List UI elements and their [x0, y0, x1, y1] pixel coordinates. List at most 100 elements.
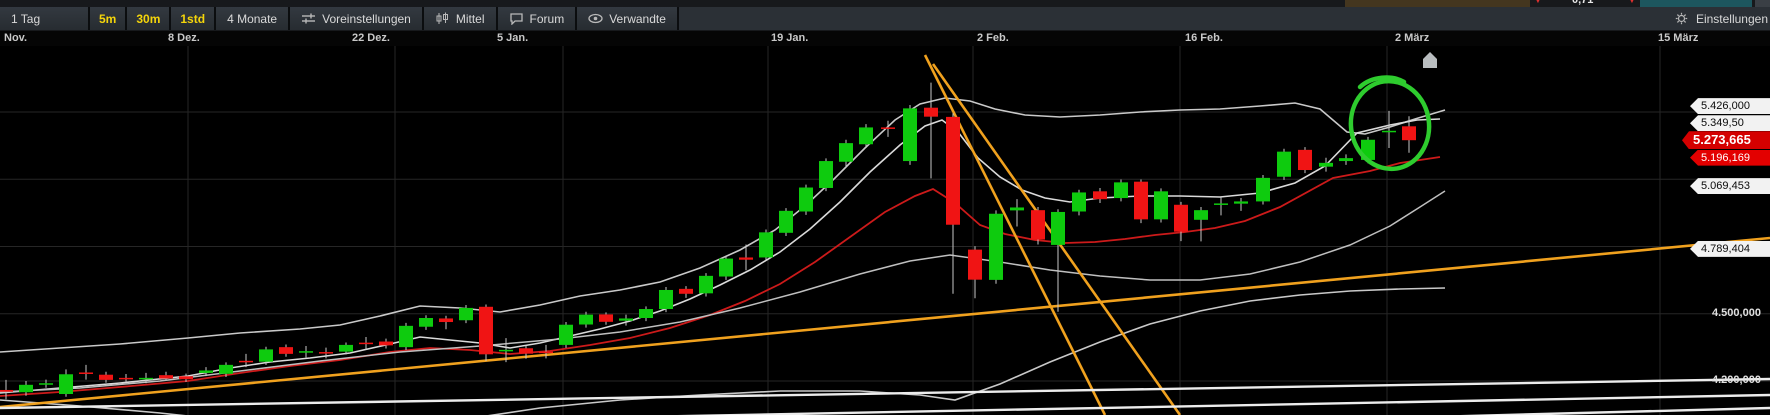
candle-up: [419, 317, 433, 327]
candle-down: [239, 360, 253, 363]
candle-up: [1194, 210, 1208, 220]
hand-drawn-circle[interactable]: [1345, 76, 1434, 174]
timeframe-1h-button[interactable]: 1std: [171, 7, 217, 30]
candle-up: [719, 258, 733, 277]
trendline-descending-1: [923, 54, 1107, 415]
timeframe-1day-button[interactable]: 1 Tag: [0, 7, 90, 30]
candle-up: [619, 318, 633, 321]
candle-down: [679, 288, 693, 294]
candle-down: [159, 375, 173, 379]
date-tick: 16 Feb.: [1185, 32, 1223, 44]
candle-up: [39, 383, 53, 385]
candle-up: [859, 127, 873, 145]
price-axis-label: 4.200,000: [1712, 374, 1761, 386]
info-strip-segment: [1345, 0, 1530, 7]
candle-up: [989, 213, 1003, 280]
mean-label: Mittel: [455, 11, 485, 26]
info-strip-segment: [1640, 0, 1752, 7]
eye-icon: [588, 12, 603, 25]
candle-down: [1134, 181, 1148, 220]
candle-up: [1114, 182, 1128, 199]
candle-up: [19, 384, 33, 393]
price-axis-label: 4.500,000: [1712, 306, 1761, 319]
candle-up: [259, 349, 273, 362]
candle-down: [946, 116, 960, 225]
candle-down: [119, 377, 133, 380]
candle-down: [1298, 149, 1312, 171]
candle-up: [799, 187, 813, 212]
candle-up: [339, 344, 353, 352]
candle-up: [59, 374, 73, 395]
presets-button[interactable]: Voreinstellungen: [290, 7, 424, 30]
date-axis[interactable]: Nov. 8 Dez. 22 Dez. 5 Jan. 19 Jan. 2 Feb. 16 F…: [0, 30, 1770, 47]
settings-button[interactable]: Einstellungen: [1663, 7, 1770, 30]
candle-down: [0, 389, 13, 392]
candle-down: [739, 257, 753, 260]
trendline-ascending: [0, 236, 1770, 409]
candle-up: [219, 364, 233, 374]
candle-down: [1174, 204, 1188, 232]
candle-up: [1072, 192, 1086, 212]
price-tag-upper-band-value: 5.426,000: [1690, 98, 1770, 115]
price-tag-fast-ma-value: 5.349,50: [1690, 115, 1770, 132]
forum-button[interactable]: Forum: [497, 7, 578, 30]
candle-up: [399, 325, 413, 348]
candle-up: [1382, 130, 1396, 133]
presets-label: Voreinstellungen: [322, 11, 411, 26]
candle-up: [779, 210, 793, 233]
candle-down: [924, 107, 938, 117]
mean-button[interactable]: Mittel: [423, 7, 498, 30]
candle-down: [1402, 126, 1416, 141]
date-tick: 5 Jan.: [497, 32, 529, 44]
support-line-3: [1460, 406, 1770, 415]
speech-bubble-icon: [509, 12, 524, 25]
range-4months-button[interactable]: 4 Monate: [216, 7, 291, 30]
candle-down: [279, 347, 293, 354]
candle-up: [1339, 158, 1353, 162]
candle-down: [359, 342, 373, 345]
price-tag-red-ma-value: 5.196,169: [1690, 149, 1770, 166]
candle-up: [1277, 151, 1291, 177]
timeframe-30m-button[interactable]: 30m: [127, 7, 172, 30]
date-tick: 15 März: [1658, 32, 1699, 44]
chart-svg: [0, 46, 1770, 415]
candle-down: [439, 318, 453, 323]
date-tick: 2 Feb.: [977, 32, 1009, 44]
upper-band: [0, 97, 1446, 353]
candle-up: [499, 349, 513, 352]
circle-pen-tail: [1357, 75, 1407, 90]
chart-toolbar: 1 Tag 5m 30m 1std 4 Monate Voreinstellun…: [0, 7, 1770, 30]
date-tick: 2 März: [1395, 32, 1430, 44]
settings-label: Einstellungen: [1695, 11, 1768, 26]
candle-down: [1031, 210, 1045, 240]
timeframe-5m-label: 5m: [99, 11, 117, 26]
related-button[interactable]: Verwandte: [577, 7, 679, 30]
candle-down: [519, 348, 533, 354]
slow-ma: [0, 190, 1446, 393]
change-value: 0,71: [1572, 0, 1594, 6]
top-info-strip: ▼ 0,71 ▼: [0, 0, 1770, 7]
candles: [0, 82, 1416, 400]
fast-ma: [0, 118, 1441, 394]
candle-down: [179, 376, 193, 380]
candle-up: [839, 143, 853, 162]
chart-marker-arrow[interactable]: [1423, 52, 1437, 68]
candle-up: [559, 324, 573, 345]
candle-up: [1154, 191, 1168, 220]
candle-up: [1214, 203, 1228, 205]
date-tick: 8 Dez.: [168, 32, 200, 44]
timeframe-1h-label: 1std: [180, 11, 206, 26]
candle-up: [459, 307, 473, 321]
timeframe-5m-button[interactable]: 5m: [90, 7, 128, 30]
candle-down: [99, 374, 113, 380]
candle-up: [139, 377, 153, 380]
price-tag-trendline-value: 4.789,404: [1690, 240, 1770, 257]
chart-area[interactable]: 5.426,000 5.349,50 5.273,665 5.196,169 5.069…: [0, 46, 1770, 415]
candle-up: [299, 351, 313, 353]
candle-down: [479, 306, 493, 355]
support-line-1: [0, 377, 1770, 410]
candle-up: [1319, 162, 1333, 167]
indicator-lines: [0, 54, 1770, 415]
gear-icon: [1674, 12, 1689, 25]
